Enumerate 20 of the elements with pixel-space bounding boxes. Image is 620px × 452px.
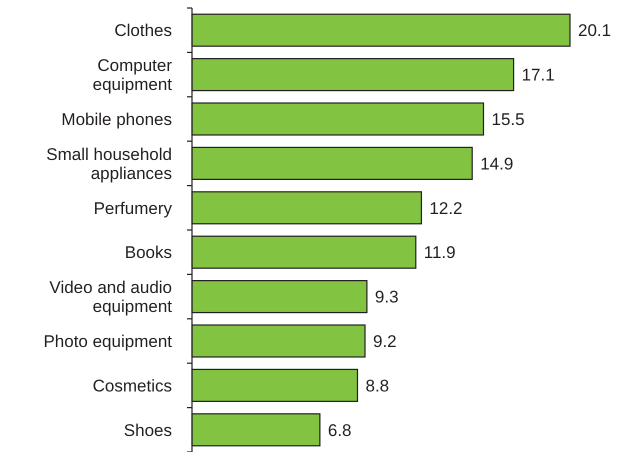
y-tick-label: Video and audio equipment	[49, 278, 172, 316]
y-tick-label: Books	[124, 243, 172, 262]
data-label: 20.1	[578, 21, 612, 40]
y-tick-label: Mobile phones	[61, 110, 172, 129]
data-label: 14.9	[480, 154, 514, 174]
data-label: 17.1	[522, 66, 555, 85]
data-label: 9.2	[373, 332, 397, 351]
data-label: 15.5	[491, 110, 525, 129]
y-tick-label: Clothes	[114, 21, 172, 40]
y-tick-label: Computer equipment	[92, 56, 172, 94]
y-tick-label: Small household appliances	[46, 144, 172, 183]
data-label: 9.3	[374, 288, 399, 307]
y-tick-label: Perfumery	[94, 198, 172, 218]
y-tick-label: Shoes	[124, 420, 172, 440]
y-tick-label: Photo equipment	[43, 332, 172, 351]
data-label: 6.8	[328, 420, 352, 440]
y-tick-label: Cosmetics	[92, 376, 172, 396]
data-label: 8.8	[365, 376, 390, 396]
data-label: 12.2	[429, 198, 463, 218]
data-label: 11.9	[424, 243, 456, 262]
